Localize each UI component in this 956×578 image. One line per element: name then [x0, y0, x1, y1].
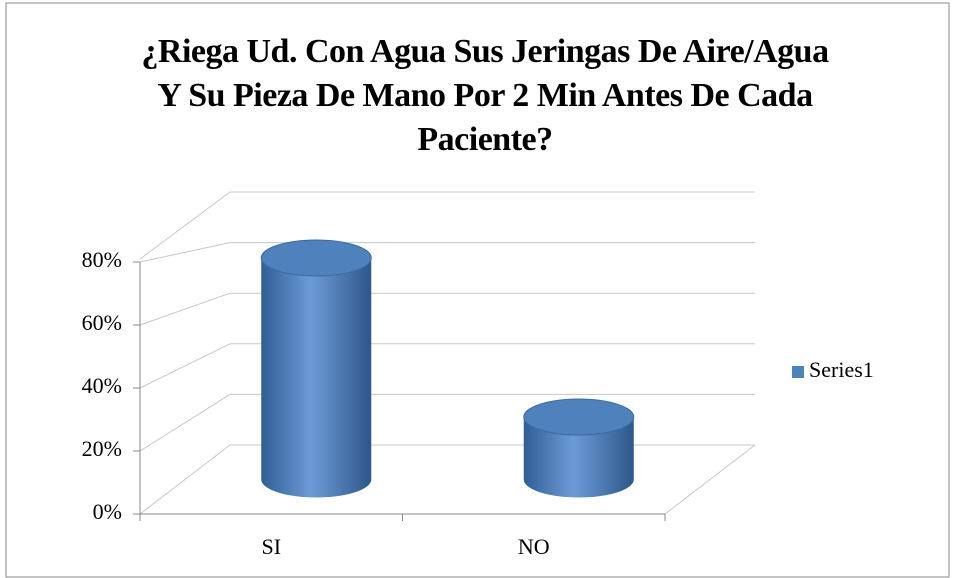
x-tick-label: NO — [518, 534, 550, 559]
x-tick-label: SI — [261, 534, 281, 559]
bar — [261, 257, 372, 498]
chart-title: ¿Riega Ud. Con Agua Sus Jeringas De Aire… — [141, 33, 829, 158]
y-tick-label: 0% — [93, 499, 122, 524]
grid-line — [139, 343, 231, 389]
grid-line — [139, 242, 231, 263]
wall-top — [139, 191, 231, 260]
y-tick-label: 40% — [82, 373, 122, 398]
bar-top — [260, 239, 372, 277]
y-tick-label: 20% — [82, 436, 122, 461]
grid-line — [139, 393, 231, 452]
bar — [523, 417, 634, 498]
grid-line — [139, 292, 231, 326]
chart-border — [5, 2, 950, 578]
y-tick-label: 80% — [82, 247, 122, 272]
y-tick-label: 60% — [82, 310, 122, 335]
floor-edge — [664, 444, 756, 515]
legend-swatch — [792, 366, 804, 378]
bar-top — [523, 398, 635, 436]
grid-line — [139, 444, 231, 515]
legend-label: Series1 — [809, 357, 874, 382]
